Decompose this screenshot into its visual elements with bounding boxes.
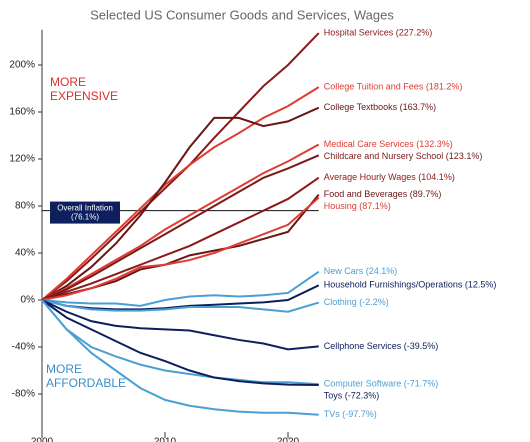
series-label: Clothing (-2.2%) [324, 297, 389, 307]
series-line [41, 106, 320, 301]
series-label: New Cars (24.1%) [324, 266, 398, 276]
series-label: Housing (87.1%) [324, 201, 391, 211]
series-line [41, 299, 319, 416]
annotation: AFFORDABLE [46, 376, 126, 390]
y-tick-label: 160% [9, 107, 35, 118]
x-tick-label: 2020 [277, 437, 300, 442]
series-label: Computer Software (-71.7%) [324, 379, 439, 389]
series-line [41, 86, 320, 301]
series-label: Hospital Services (227.2%) [324, 27, 433, 37]
series-line [41, 299, 320, 313]
inflation-label: Overall Inflation [57, 204, 113, 213]
annotation: MORE [50, 75, 86, 89]
annotation: MORE [46, 362, 82, 376]
series-label: Food and Beverages (89.7%) [324, 189, 442, 199]
series-label: College Tuition and Fees (181.2%) [324, 81, 463, 91]
y-tick-label: 0% [21, 295, 36, 306]
x-tick-label: 2010 [154, 437, 177, 442]
y-tick-label: 200% [9, 60, 35, 71]
series-label: Medical Care Services (132.3%) [324, 139, 453, 149]
annotation: EXPENSIVE [50, 89, 118, 103]
chart-subtitle: Selected US Consumer Goods and Services,… [90, 7, 394, 22]
inflation-value: (76.1%) [71, 213, 99, 222]
series-line [41, 299, 319, 386]
y-tick-label: -40% [12, 342, 35, 353]
series-label: Household Furnishings/Operations (12.5%) [324, 280, 497, 290]
inflation-box [50, 201, 120, 224]
series-line [41, 143, 320, 301]
series-label: Childcare and Nursery School (123.1%) [324, 151, 483, 161]
series-line [41, 196, 320, 301]
x-tick-label: 2000 [31, 437, 54, 442]
y-tick-label: -80% [12, 389, 35, 400]
y-tick-label: 40% [15, 248, 35, 259]
y-tick-label: 120% [9, 154, 35, 165]
series-line [41, 176, 320, 301]
series-line [41, 32, 320, 301]
series-line [41, 154, 320, 301]
series-label: College Textbooks (163.7%) [324, 102, 436, 112]
series-label: Cellphone Services (-39.5%) [324, 341, 439, 351]
series-label: Toys (-72.3%) [324, 391, 380, 401]
y-tick-label: 80% [15, 201, 35, 212]
series-label: Average Hourly Wages (104.1%) [324, 172, 455, 182]
series-line [41, 299, 319, 351]
series-line [41, 299, 319, 386]
series-label: TVs (-97.7%) [324, 409, 377, 419]
series-line [41, 270, 320, 307]
